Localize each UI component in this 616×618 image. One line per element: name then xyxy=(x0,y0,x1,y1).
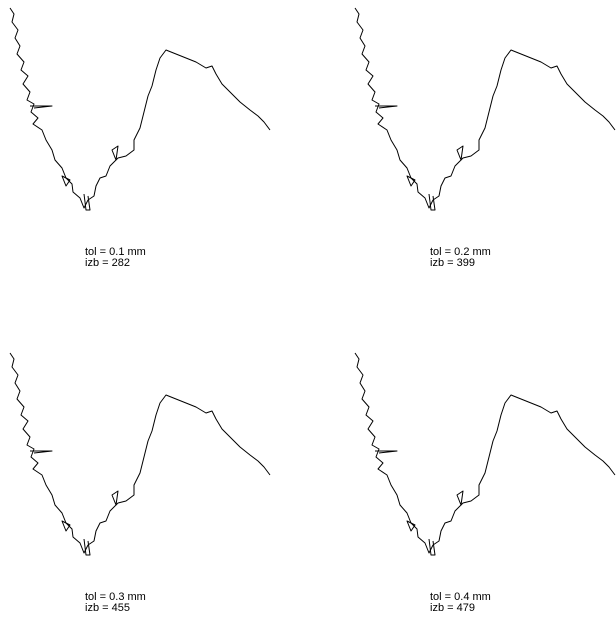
coastline-map xyxy=(355,8,615,210)
coastline-map xyxy=(355,353,615,555)
figure: tol = 0.1 mmizb = 282 tol = 0.2 mmizb = 3… xyxy=(0,0,616,618)
vertex-count-label: izb = 479 xyxy=(430,602,475,614)
vertex-count-label: izb = 282 xyxy=(85,257,130,269)
page: tol = 0.1 mmizb = 282 tol = 0.2 mmizb = 3… xyxy=(0,0,616,618)
vertex-count-label: izb = 399 xyxy=(430,257,475,269)
vertex-count-label: izb = 455 xyxy=(85,602,130,614)
coastline-map xyxy=(10,8,270,210)
coastline-map xyxy=(10,353,270,555)
